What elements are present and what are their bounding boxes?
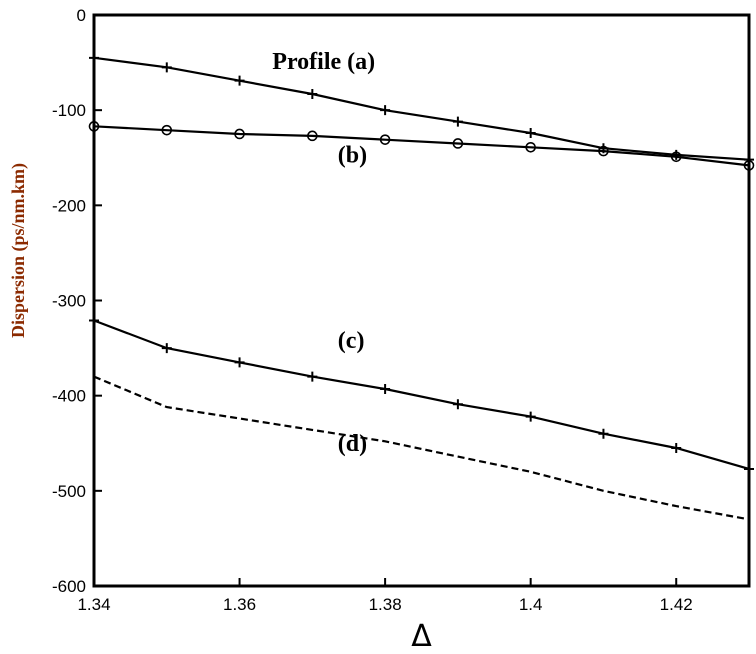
y-tick-label: -200 (52, 196, 86, 215)
x-tick-label: 1.4 (519, 595, 543, 614)
series-c-point (525, 411, 536, 422)
y-tick-label: -400 (52, 387, 86, 406)
series-d-line (93, 375, 750, 521)
plot-frame (92, 13, 751, 588)
x-tick-label: 1.36 (223, 595, 256, 614)
annotation-label: (d) (338, 431, 367, 457)
series-a (89, 52, 754, 165)
series-b (88, 121, 755, 171)
y-tick-label: 0 (77, 6, 86, 25)
y-tick-label: -500 (52, 482, 86, 501)
series-b-point (161, 124, 173, 136)
series-a-point (161, 62, 172, 73)
y-axis-ticks: 0 -100 -200 -300 -400 -500 -600 (52, 6, 102, 596)
series-a-point (525, 128, 536, 139)
series-b-point (452, 138, 464, 149)
x-axis-ticks: 1.34 1.36 1.38 1.4 1.42 (77, 578, 693, 614)
series-a-point (452, 116, 463, 127)
series-d (93, 375, 750, 521)
series-b-point (307, 130, 318, 142)
series-b-line (93, 125, 750, 167)
series-a-line (93, 56, 750, 161)
x-tick-label: 1.34 (77, 595, 110, 614)
annotations: Profile (a) (b) (c) (d) (272, 49, 375, 457)
y-axis-label: Dispersion (ps/nm.km) (8, 163, 29, 338)
y-tick-label: -300 (52, 292, 86, 311)
series-b-point (598, 145, 609, 157)
series-c-point (234, 357, 245, 368)
series-c-point (671, 443, 682, 454)
series-b-point (525, 141, 536, 153)
series-a-point (380, 105, 391, 116)
annotation-label: Profile (a) (272, 49, 375, 75)
y-tick-label: -100 (52, 101, 86, 120)
series-c-point (380, 384, 391, 395)
series-a-point (307, 88, 318, 99)
x-axis-label: Δ (411, 619, 432, 654)
x-tick-label: 1.42 (660, 595, 693, 614)
series-c-point (452, 399, 463, 410)
series-c-line (93, 319, 750, 470)
series-b-point (234, 128, 245, 140)
annotation-label: (b) (338, 143, 367, 169)
x-tick-label: 1.38 (369, 595, 402, 614)
series-c-point (598, 428, 609, 439)
series-c-point (307, 371, 318, 382)
series-b-point (670, 151, 682, 163)
series-c-point (161, 343, 172, 354)
series-a-point (234, 75, 245, 86)
series-c (89, 315, 754, 474)
series-layer (88, 52, 755, 521)
series-b-point (379, 134, 391, 145)
y-tick-label: -600 (52, 577, 86, 596)
annotation-label: (c) (338, 328, 365, 354)
